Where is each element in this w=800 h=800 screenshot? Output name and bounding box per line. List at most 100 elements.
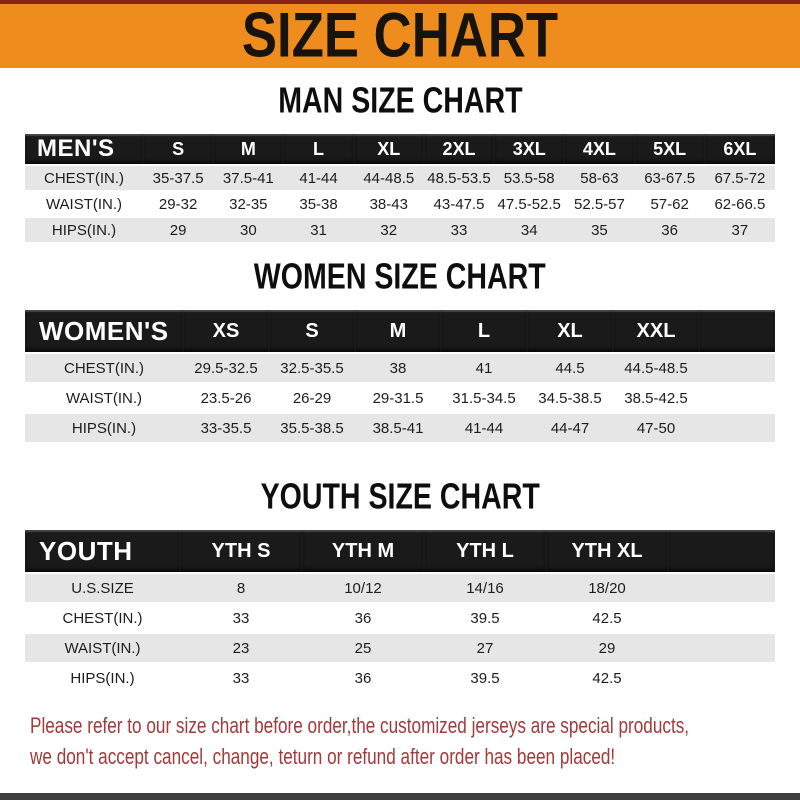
women-hips-row: HIPS(IN.) 33-35.5 35.5-38.5 38.5-41 41-4… (25, 414, 775, 442)
women-size-header: L (441, 310, 527, 352)
youth-size-table: YOUTH YTH S YTH M YTH L YTH XL U.S.SIZE … (25, 528, 775, 694)
men-size-header: 5XL (634, 134, 705, 164)
size-value: 33 (423, 218, 495, 242)
size-value: 37.5-41 (213, 166, 284, 190)
disclaimer-line-2: we don't accept cancel, change, teturn o… (30, 744, 616, 769)
women-size-header: XL (527, 310, 613, 352)
size-value: 38.5-42.5 (613, 384, 699, 412)
size-value: 41-44 (441, 414, 527, 442)
men-size-header: S (143, 134, 214, 164)
women-size-header: XS (183, 310, 269, 352)
row-label: CHEST(IN.) (25, 166, 143, 190)
size-value: 43-47.5 (423, 192, 495, 216)
size-value: 34 (494, 218, 565, 242)
youth-size-header: YTH M (302, 530, 424, 572)
youth-section-heading: YOUTH SIZE CHART (0, 476, 800, 518)
youth-chest-row: CHEST(IN.) 33 36 39.5 42.5 (25, 604, 775, 632)
size-value: 38.5-41 (355, 414, 441, 442)
men-size-header: 4XL (564, 134, 635, 164)
men-header-row: MEN'S S M L XL 2XL 3XL 4XL 5XL 6XL (25, 134, 775, 164)
size-value: 37 (704, 218, 775, 242)
size-value: 52.5-57 (564, 192, 635, 216)
youth-size-header: YTH S (180, 530, 302, 572)
men-table-label: MEN'S (25, 134, 143, 164)
row-label: CHEST(IN.) (25, 604, 180, 632)
size-value: 58-63 (564, 166, 635, 190)
filler-cell (699, 310, 775, 352)
filler-cell (699, 384, 775, 412)
size-value: 36 (634, 218, 705, 242)
size-value: 32-35 (213, 192, 284, 216)
row-label: U.S.SIZE (25, 574, 180, 602)
size-value: 31 (283, 218, 354, 242)
size-value: 42.5 (546, 604, 668, 632)
size-value: 29-32 (143, 192, 214, 216)
size-value: 38-43 (353, 192, 424, 216)
size-value: 53.5-58 (494, 166, 565, 190)
row-label: HIPS(IN.) (25, 218, 143, 242)
size-value: 10/12 (302, 574, 424, 602)
youth-size-header: YTH XL (546, 530, 668, 572)
size-value: 30 (213, 218, 284, 242)
filler-cell (668, 634, 775, 662)
size-value: 33 (180, 664, 302, 692)
size-value: 38 (355, 354, 441, 382)
size-value: 8 (180, 574, 302, 602)
row-label: WAIST(IN.) (25, 192, 143, 216)
youth-header-row: YOUTH YTH S YTH M YTH L YTH XL (25, 530, 775, 572)
size-value: 44.5-48.5 (613, 354, 699, 382)
man-section-heading: MAN SIZE CHART (0, 80, 800, 122)
size-value: 27 (424, 634, 546, 662)
size-value: 33 (180, 604, 302, 632)
size-value: 29 (143, 218, 214, 242)
size-chart-title: SIZE CHART (241, 0, 559, 71)
size-value: 39.5 (424, 664, 546, 692)
size-value: 47.5-52.5 (494, 192, 565, 216)
women-section-heading-text: WOMEN SIZE CHART (254, 256, 546, 298)
size-value: 36 (302, 604, 424, 632)
size-value: 34.5-38.5 (527, 384, 613, 412)
size-value: 41-44 (283, 166, 354, 190)
size-value: 44-48.5 (353, 166, 424, 190)
women-section-heading: WOMEN SIZE CHART (0, 256, 800, 298)
size-value: 41 (441, 354, 527, 382)
youth-waist-row: WAIST(IN.) 23 25 27 29 (25, 634, 775, 662)
men-hips-row: HIPS(IN.) 29 30 31 32 33 34 35 36 37 (25, 218, 775, 242)
men-size-header: 3XL (494, 134, 565, 164)
youth-table-label: YOUTH (25, 530, 180, 572)
filler-cell (699, 414, 775, 442)
disclaimer-line-1: Please refer to our size chart before or… (30, 713, 690, 738)
filler-cell (699, 354, 775, 382)
size-value: 44.5 (527, 354, 613, 382)
size-value: 42.5 (546, 664, 668, 692)
size-value: 26-29 (269, 384, 355, 412)
row-label: HIPS(IN.) (25, 414, 183, 442)
filler-cell (668, 574, 775, 602)
youth-hips-row: HIPS(IN.) 33 36 39.5 42.5 (25, 664, 775, 692)
row-label: HIPS(IN.) (25, 664, 180, 692)
men-size-header: 6XL (704, 134, 775, 164)
size-value: 48.5-53.5 (423, 166, 495, 190)
size-value: 44-47 (527, 414, 613, 442)
women-chest-row: CHEST(IN.) 29.5-32.5 32.5-35.5 38 41 44.… (25, 354, 775, 382)
size-value: 29.5-32.5 (183, 354, 269, 382)
size-value: 31.5-34.5 (441, 384, 527, 412)
youth-section-heading-text: YOUTH SIZE CHART (260, 476, 540, 518)
men-size-header: L (283, 134, 354, 164)
filler-cell (668, 664, 775, 692)
row-label: WAIST(IN.) (25, 384, 183, 412)
size-value: 62-66.5 (704, 192, 775, 216)
bottom-edge-strip (0, 793, 800, 800)
men-waist-row: WAIST(IN.) 29-32 32-35 35-38 38-43 43-47… (25, 192, 775, 216)
size-value: 36 (302, 664, 424, 692)
size-value: 47-50 (613, 414, 699, 442)
size-value: 18/20 (546, 574, 668, 602)
women-size-table: WOMEN'S XS S M L XL XXL CHEST(IN.) 29.5-… (25, 308, 775, 444)
man-section-heading-text: MAN SIZE CHART (277, 80, 523, 122)
men-size-header: 2XL (423, 134, 495, 164)
size-value: 35-38 (283, 192, 354, 216)
men-size-header: M (213, 134, 284, 164)
size-value: 35 (564, 218, 635, 242)
order-disclaimer: Please refer to our size chart before or… (30, 710, 800, 772)
